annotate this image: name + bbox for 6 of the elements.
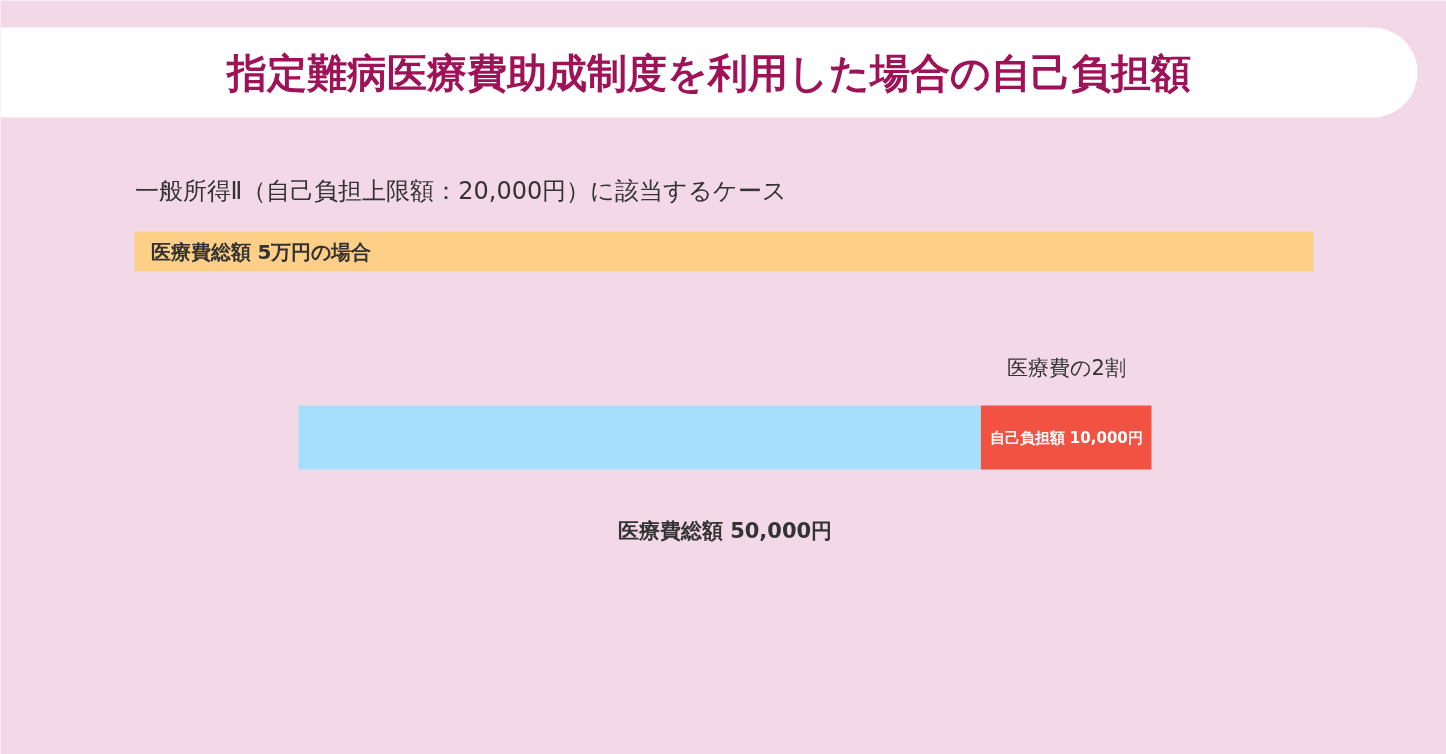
text: 医療費の2割 bbox=[1006, 355, 1126, 380]
data-label: 自己負担額 10,000円 bbox=[989, 428, 1143, 447]
chart-subtitle: 一般所得Ⅱ（自己負担上限額：20,000円）に該当するケース bbox=[134, 176, 788, 205]
chart-title: 指定難病医療費助成制度を利用した場合の自己負担額 bbox=[224, 49, 1191, 96]
text: 医療費総額 5万円の場合 bbox=[150, 239, 372, 264]
total-label: 医療費総額 50,000円 bbox=[617, 518, 833, 543]
